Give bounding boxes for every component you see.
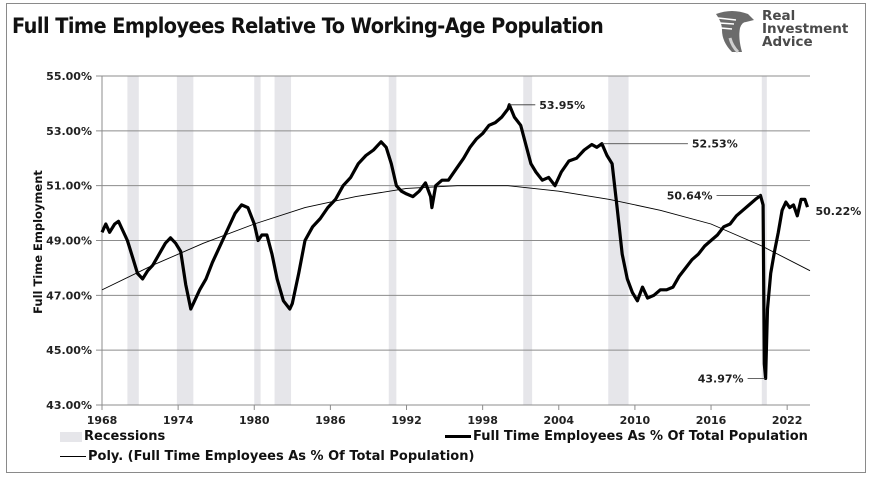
y-tick-label: 51.00% <box>46 180 92 193</box>
y-tick-label: 55.00% <box>46 70 92 83</box>
recession-swatch <box>60 431 82 442</box>
x-tick-label: 1968 <box>87 414 118 427</box>
trend-line <box>101 185 811 291</box>
eagle-head-icon <box>716 11 754 54</box>
logo-line-2: Investment <box>762 21 849 37</box>
annotation-label: 50.22% <box>815 205 861 218</box>
x-tick-label: 1992 <box>391 414 422 427</box>
data-annotations: 53.95% 52.53% 50.64% 43.97% 50.22% <box>509 99 861 385</box>
x-tick-label: 1998 <box>467 414 498 427</box>
logo-line-1: Real <box>762 8 796 24</box>
x-tick-label: 2016 <box>696 414 727 427</box>
legend-item-recessions: Recessions <box>60 429 165 444</box>
y-tick-label: 49.00% <box>46 235 92 248</box>
x-tick-label: 2004 <box>543 414 574 427</box>
main-series-line <box>100 103 810 380</box>
gridlines <box>96 75 810 406</box>
chart-frame <box>6 3 866 473</box>
x-tick-label: 1980 <box>239 414 270 427</box>
x-tick-label: 1974 <box>163 414 194 427</box>
brand-logo: Real Investment Advice <box>712 8 862 54</box>
legend-item-trend: Poly. (Full Time Employees As % Of Total… <box>60 449 474 464</box>
logo-line-3: Advice <box>762 34 813 50</box>
annotation-label: 43.97% <box>698 372 744 385</box>
annotation-label: 52.53% <box>692 138 738 151</box>
legend-item-main-series: Full Time Employees As % Of Total Popula… <box>445 429 808 444</box>
y-tick-label: 43.00% <box>46 399 92 412</box>
x-tick-label: 2010 <box>620 414 651 427</box>
x-tick-label: 2022 <box>772 414 803 427</box>
x-axis-ticks: 1968 1974 1980 1986 1992 1998 2004 2010 2016 2022 <box>87 405 803 427</box>
y-axis-ticks: 43.00% 45.00% 47.00% 49.00% 51.00% 53.00% 55.0… <box>46 70 92 412</box>
chart-title: Full Time Employees Relative To Working-… <box>12 14 604 38</box>
y-tick-label: 45.00% <box>46 344 92 357</box>
y-tick-label: 47.00% <box>46 289 92 302</box>
y-axis-label: Full Time Employment <box>31 170 45 314</box>
trend-swatch <box>60 456 86 457</box>
x-tick-label: 1986 <box>315 414 346 427</box>
annotation-label: 53.95% <box>539 99 585 112</box>
annotation-label: 50.64% <box>667 190 713 203</box>
y-tick-label: 53.00% <box>46 125 92 138</box>
main-series-swatch <box>445 435 471 438</box>
